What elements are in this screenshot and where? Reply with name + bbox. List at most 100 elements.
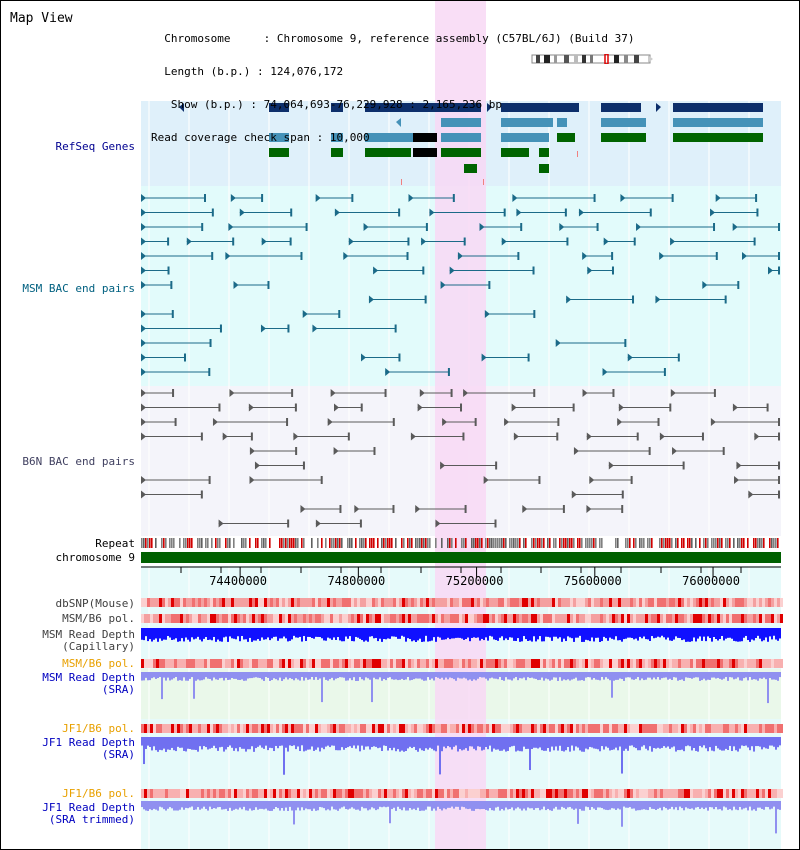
msm-pol-heat [324,614,327,623]
jf1-trim-depth [587,801,589,808]
msm-bac-pair [741,252,747,260]
msm-pol-heat-2 [477,659,480,668]
msm-pol-heat [381,614,384,623]
msm-pol-heat [207,614,210,623]
jf1-trim-depth [529,801,531,809]
msm-cap-depth [753,628,755,641]
jf1-sra-depth [367,737,369,747]
msm-sra-depth [361,672,363,680]
jf1-pol-heat-2 [471,789,474,798]
jf1-sra-depth [527,737,529,749]
msm-cap-depth [331,628,333,640]
b6n-bac-pair [778,476,780,484]
jf1-sra-depth [731,737,733,752]
jf1-sra-depth [759,737,761,747]
msm-sra-depth [461,672,463,679]
jf1-trim-depth [433,801,435,809]
jf1-pol-heat [276,724,279,733]
repeat-element [263,538,265,548]
dbsnp-heat [534,598,537,607]
msm-bac-pair [141,368,146,376]
msm-sra-depth [205,672,207,678]
jf1-trim-depth [447,801,449,808]
msm-bac-pair [603,237,609,246]
dbsnp-heat [474,598,477,607]
msm-cap-depth [277,628,279,641]
jf1-trim-depth [141,801,143,808]
repeat-element [395,538,397,548]
jf1-sra-depth [633,737,635,748]
jf1-trim-depth [485,801,487,810]
chromosome-ideogram[interactable] [530,54,654,64]
jf1-trim-depth [629,801,631,808]
jf1-sra-depth [347,737,349,748]
jf1-pol-heat [609,724,612,733]
jf1-trim-depth [203,801,205,807]
jf1-pol-heat-2 [234,789,237,798]
axis-tick-label: 76000000 [682,574,740,588]
msm-sra-depth [543,672,545,681]
msm-sra-depth [271,672,273,681]
msm-sra-depth [529,672,531,679]
jf1-read-depth-sra-label: JF1 Read Depth [42,736,135,749]
dbsnp-heat [774,598,777,607]
jf1-trim-depth [373,801,375,809]
gene-green [539,148,549,157]
msm-cap-depth [651,628,653,637]
repeat-element [683,538,685,548]
dbsnp-heat [585,598,588,607]
jf1-sra-depth [421,737,423,751]
msm-pol-heat [495,614,498,623]
jf1-pol-heat [618,724,621,733]
jf1-trim-depth [723,801,725,807]
jf1-trim-depth [383,801,385,807]
dbsnp-heat [453,598,456,607]
jf1-pol-heat [168,724,171,733]
jf1-pol-heat-2 [699,789,702,798]
msm-cap-depth [767,628,769,642]
msm-sra-depth [295,672,297,679]
msm-pol-heat-2 [729,659,732,668]
msm-sra-depth [341,672,343,678]
msm-sra-depth [349,672,351,679]
repeat-element [473,538,475,548]
msm-pol-heat [177,614,180,623]
jf1-sra-depth [199,737,201,747]
msm-bac-pair [201,223,204,231]
b6n-bac-pair [302,461,305,470]
msm-bac-pair [452,194,455,202]
dbsnp-heat [531,598,534,607]
msm-sra-depth [389,672,391,678]
msm-cap-depth [209,628,211,640]
jf1-trim-depth [333,801,335,810]
msm-sra-depth [407,672,409,678]
msm-pol-heat [366,614,369,623]
jf1-sra-depth [523,737,525,747]
jf1-pol-heat-2 [165,789,168,798]
jf1-trim-depth [441,801,443,811]
msm-pol-heat-2 [435,659,438,668]
jf1-sra-depth [197,737,199,752]
msm-cap-depth [233,628,235,639]
msm-cap-depth [407,628,409,639]
jf1-sra-depth [321,737,323,748]
msm-sra-depth [319,672,321,679]
msm-pol-heat [168,614,171,623]
dbsnp-heat [234,598,237,607]
jf1-pol-heat-2 [750,789,753,798]
msm-sra-depth [675,672,677,678]
msm-sra-depth [161,672,163,700]
repeat-element [747,538,749,548]
repeat-element [707,538,709,548]
dbsnp-heat [393,598,396,607]
msm-bac-pair [663,368,666,376]
msm-cap-depth [415,628,417,642]
msm-cap-depth [557,628,559,639]
msm-cap-depth [199,628,201,640]
msm-sra-depth [237,672,239,680]
jf1-sra-depth [145,737,147,750]
dbsnp-heat [624,598,627,607]
msm-pol-heat-2 [651,659,654,668]
jf1-sra-depth [451,737,453,750]
